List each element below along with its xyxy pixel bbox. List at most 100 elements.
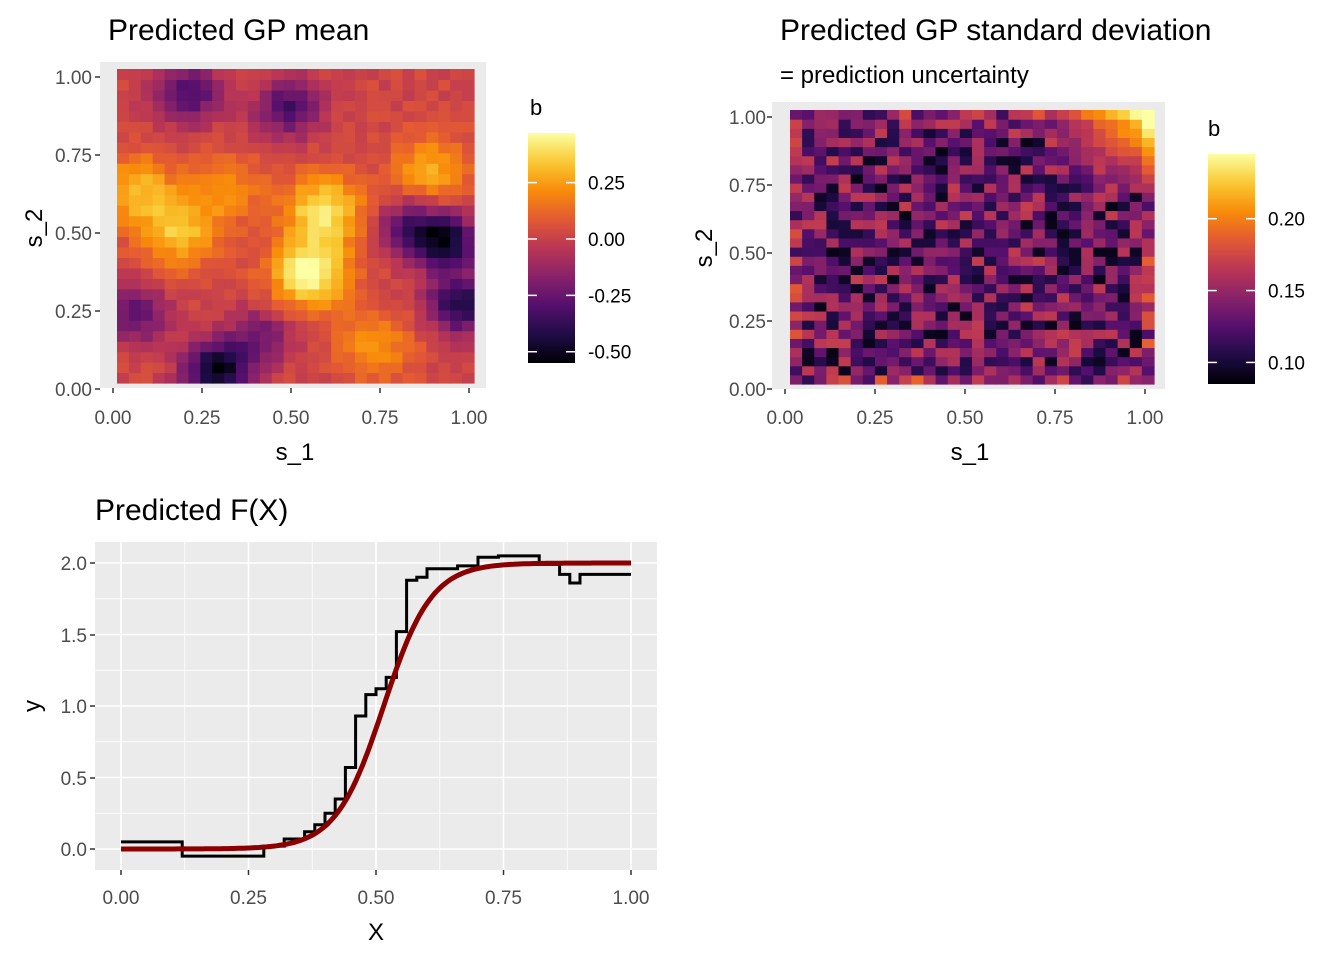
mean-heatmap-cell <box>247 246 261 258</box>
mean-heatmap-cell <box>200 341 213 353</box>
mean-heatmap-cell <box>117 236 130 248</box>
mean-heatmap-cell <box>343 330 356 342</box>
sd-heatmap-cell <box>1081 292 1094 303</box>
mean-heatmap-cell <box>164 69 178 81</box>
mean-heatmap-cell <box>319 226 332 238</box>
sd-heatmap-cell <box>1056 146 1070 157</box>
mean-heatmap-cell <box>152 309 166 321</box>
sd-heatmap-cell <box>838 374 852 385</box>
sd-heatmap-cell <box>1056 320 1070 330</box>
sd-heatmap-cell <box>1141 210 1155 221</box>
mean-heatmap-cell <box>140 299 154 311</box>
mean-heatmap-cell <box>343 351 356 363</box>
sd-heatmap-cell <box>1141 137 1155 148</box>
fx-xlabel: X <box>368 919 384 946</box>
mean-heatmap-cell <box>450 226 463 238</box>
mean-heatmap-cell <box>152 257 166 269</box>
mean-heatmap-cell <box>438 246 451 258</box>
sd-heatmap-cell <box>1008 365 1022 376</box>
fx-ylabel: y <box>19 700 46 712</box>
sd-heatmap-cell <box>899 338 912 349</box>
sd-heatmap-cell <box>1141 374 1155 385</box>
mean-heatmap-cell <box>462 278 475 290</box>
mean-heatmap-cell <box>402 142 416 154</box>
sd-heatmap-cell <box>1020 146 1034 157</box>
mean-heatmap-cell <box>283 173 297 185</box>
sd-heatmap-cell <box>984 128 997 138</box>
sd-heatmap-cell <box>996 283 1009 294</box>
sd-heatmap-cell <box>838 119 852 129</box>
mean-heatmap-cell <box>224 184 237 196</box>
sd-heatmap-cell <box>935 119 949 129</box>
sd-heatmap-cell <box>1008 256 1022 266</box>
mean-heatmap-cell <box>259 257 273 269</box>
sd-heatmap-cell <box>1056 265 1070 275</box>
mean-heatmap-cell <box>271 267 285 279</box>
mean-heatmap-cell <box>128 372 142 384</box>
sd-heatmap-cell <box>802 210 815 221</box>
mean-heatmap-cell <box>402 362 416 374</box>
mean-heatmap-cell <box>462 184 475 196</box>
sd-heatmap-cell <box>1105 265 1119 275</box>
sd-heatmap-cell <box>790 237 803 248</box>
sd-heatmap-cell <box>947 183 961 193</box>
mean-heatmap-cell <box>378 184 392 196</box>
sd-heatmap-cell <box>947 155 961 166</box>
sd-heatmap-cell <box>984 237 997 248</box>
sd-heatmap-cell <box>1129 301 1143 312</box>
mean-heatmap-cell <box>224 362 237 374</box>
sd-heatmap-cell <box>1105 192 1119 202</box>
mean-xtick-label: 0.50 <box>273 408 310 429</box>
mean-heatmap-cell <box>271 309 285 321</box>
sd-heatmap-cell <box>911 128 925 138</box>
sd-heatmap-cell <box>923 329 937 339</box>
mean-heatmap-cell <box>188 163 201 175</box>
mean-heatmap-cell <box>462 246 475 258</box>
mean-heatmap-cell <box>366 131 380 143</box>
mean-heatmap-cell <box>271 142 285 154</box>
sd-heatmap-cell <box>887 301 900 312</box>
mean-heatmap-cell <box>259 69 273 81</box>
mean-heatmap-cell <box>247 372 261 384</box>
sd-heatmap-cell <box>1117 110 1131 120</box>
mean-heatmap-cell <box>438 184 451 196</box>
sd-xtick-label: 0.25 <box>857 408 894 429</box>
sd-heatmap-cell <box>1044 210 1058 221</box>
mean-heatmap-cell <box>450 79 463 91</box>
sd-heatmap-cell <box>1020 192 1034 202</box>
sd-heatmap-cell <box>923 210 937 221</box>
sd-heatmap-cell <box>1056 247 1070 257</box>
mean-heatmap-cell <box>450 236 463 248</box>
mean-heatmap-cell <box>462 362 475 374</box>
panel-gp-mean: Predicted GP mean 0.00 0.25 0.50 0.75 1.… <box>21 14 631 466</box>
sd-heatmap-cell <box>1117 374 1131 385</box>
mean-heatmap-cell <box>259 246 273 258</box>
sd-heatmap-cell <box>1008 146 1022 157</box>
mean-heatmap-cell <box>176 362 189 374</box>
mean-heatmap-cell <box>128 299 142 311</box>
sd-heatmap-cell <box>959 201 973 212</box>
sd-heatmap-cell <box>935 310 949 321</box>
mean-heatmap-cell <box>236 184 249 196</box>
mean-heatmap-cell <box>236 362 249 374</box>
sd-heatmap-cell <box>984 146 997 157</box>
mean-heatmap-cell <box>128 267 142 279</box>
sd-heatmap-cell <box>1105 283 1119 294</box>
mean-heatmap-cell <box>307 309 320 321</box>
sd-heatmap-cell <box>850 256 864 266</box>
mean-heatmap-cell <box>224 226 237 238</box>
mean-heatmap-cell <box>283 372 297 384</box>
sd-heatmap-cell <box>862 219 876 230</box>
sd-heatmap-cell <box>1129 201 1143 212</box>
sd-heatmap-cell <box>862 365 876 376</box>
mean-heatmap-cell <box>128 288 142 300</box>
mean-heatmap-cell <box>200 278 213 290</box>
mean-heatmap-cell <box>307 110 320 122</box>
fx-ytick-label: 2.0 <box>61 554 87 575</box>
sd-heatmap-cell <box>1008 119 1022 129</box>
sd-heatmap-cell <box>862 119 876 129</box>
sd-heatmap-cell <box>959 356 973 367</box>
sd-heatmap-cell <box>862 210 876 221</box>
mean-heatmap-cell <box>259 372 273 384</box>
mean-heatmap-cell <box>188 288 201 300</box>
